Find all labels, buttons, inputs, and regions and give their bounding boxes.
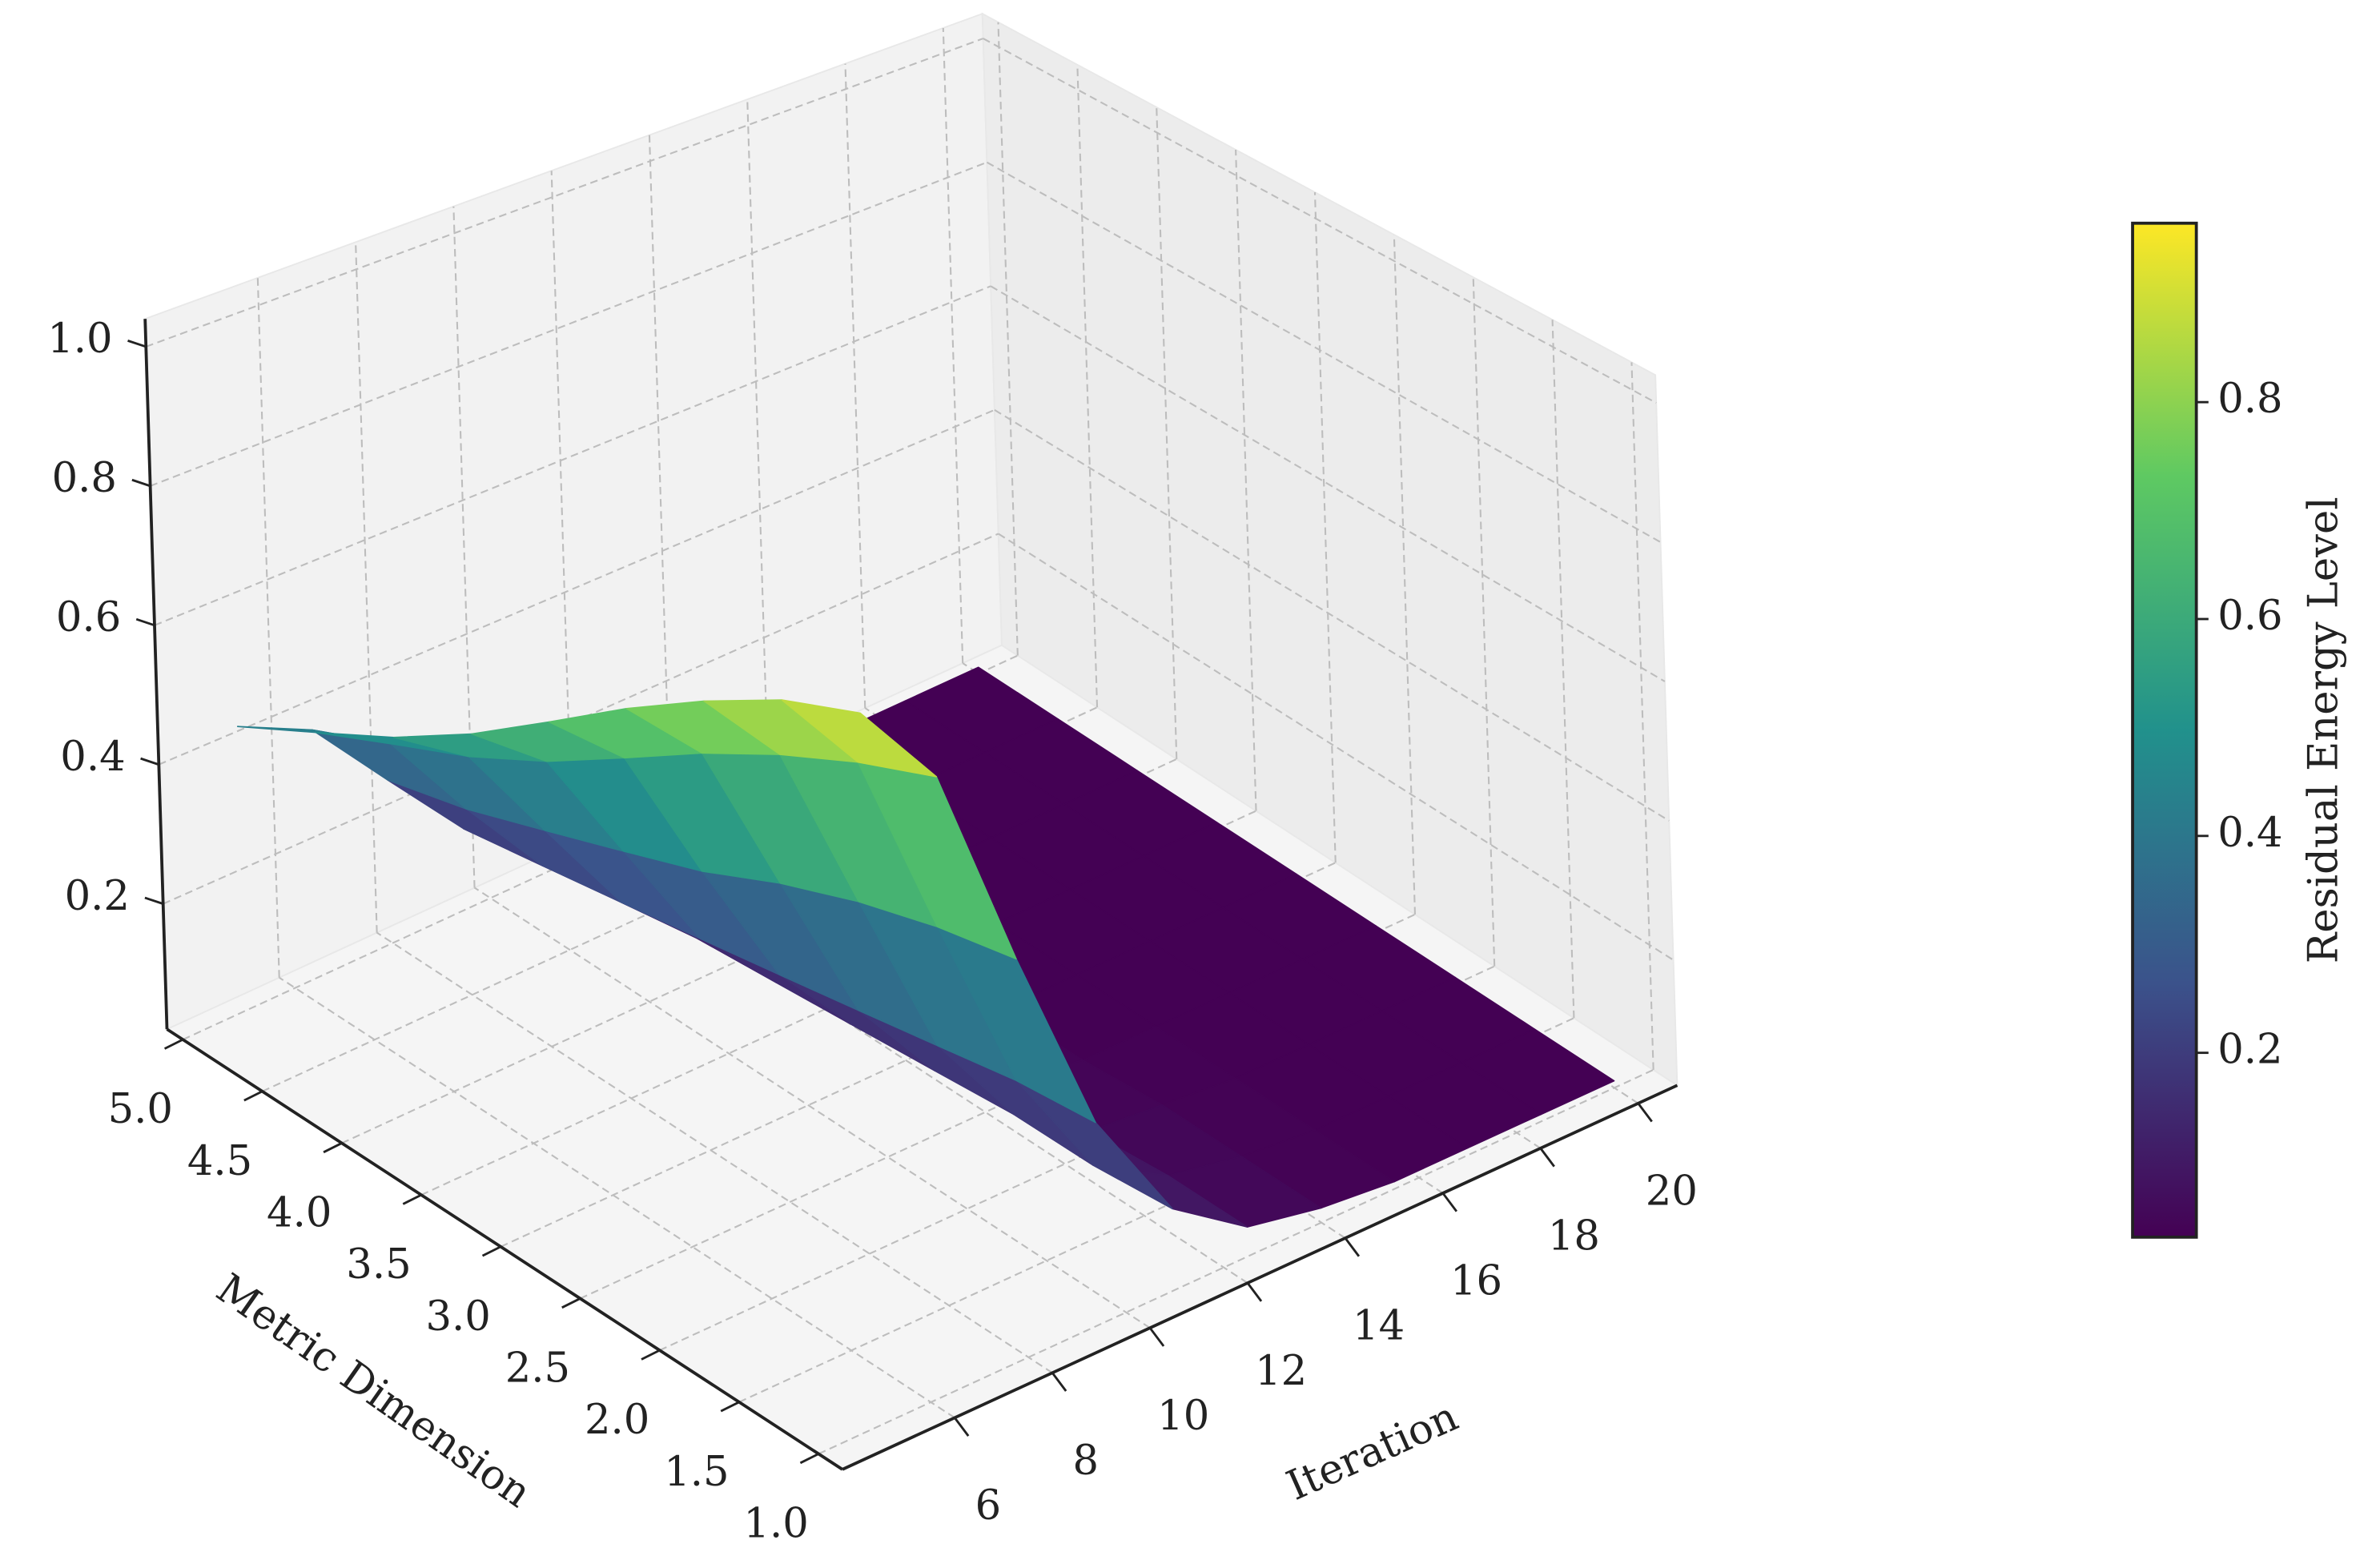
z-tick-label: 0.6 [56,594,121,641]
x-tick-label: 10 [1157,1393,1209,1440]
grid-line [1472,277,1496,967]
z-tick-label: 0.4 [60,734,125,781]
x-axis-label: Iteration [1280,1393,1465,1510]
y-tick [641,1349,661,1361]
grid-line [818,1068,1654,1455]
surface-cell [781,699,938,778]
grid-line [150,161,987,487]
x-tick [1051,1372,1067,1392]
z-tick [131,478,151,488]
grid-line [844,63,866,709]
grid-line [473,887,1151,1329]
x-tick [954,1417,970,1437]
y-tick-label: 4.0 [267,1189,332,1236]
y-tick [799,1453,819,1465]
y-tick-label: 4.5 [187,1138,252,1185]
z-tick-label: 0.2 [65,873,130,920]
y-tick [163,1038,183,1050]
z-tick [144,896,164,906]
grid-line [942,27,964,664]
x-tick [1148,1327,1165,1347]
y-tick [402,1193,422,1205]
z-tick-label: 0.8 [52,455,117,502]
y-tick [561,1297,581,1309]
axis-line [166,1027,843,1471]
grid-line [997,22,1019,656]
x-tick-label: 8 [1073,1437,1100,1485]
grid-line [1551,320,1575,1019]
grid-line [154,285,991,626]
grid-line [990,285,1666,682]
y-tick [481,1245,501,1257]
grid-line [355,242,378,933]
y-tick-label: 3.0 [426,1293,491,1341]
x-tick [1246,1282,1263,1302]
axis-line [842,1084,1678,1471]
y-tick [323,1142,343,1154]
x-tick [1637,1102,1653,1123]
x-tick [1441,1192,1457,1212]
x-tick [1344,1237,1361,1257]
y-tick-label: 5.0 [108,1086,173,1133]
y-tick [243,1090,263,1102]
grid-line [986,161,1662,543]
back-right-pane [981,12,1678,1088]
colorbar [2131,221,2198,1239]
x-tick [1539,1147,1555,1168]
grid-line [256,277,280,978]
grid-line [279,976,955,1419]
colorbar-tick-label: 0.6 [2217,593,2282,640]
grid-line [1393,235,1417,915]
colorbar-tick-label: 0.8 [2217,376,2282,423]
x-tick-label: 16 [1450,1258,1502,1305]
y-tick-label: 1.0 [743,1500,808,1547]
y-tick-label: 3.5 [346,1241,411,1289]
x-tick-label: 14 [1353,1303,1405,1350]
axis-line [143,319,169,1030]
colorbar-label: Residual Energy Level [2301,497,2348,963]
grid-line [158,408,995,766]
z-tick [127,339,147,348]
grid-line [648,135,671,798]
x-tick-label: 20 [1646,1168,1698,1215]
grid-line [145,38,984,348]
grid-line [1076,64,1099,708]
grid-line [994,409,1670,822]
x-tick-label: 6 [975,1482,1002,1530]
x-tick-label: 18 [1548,1213,1600,1260]
colorbar-tick-label: 0.2 [2217,1027,2282,1074]
grid-line [1235,149,1257,811]
y-tick-label: 2.0 [585,1397,649,1444]
z-tick [135,617,155,627]
x-tick-label: 12 [1255,1348,1307,1395]
y-tick-label: 2.5 [505,1345,570,1392]
z-tick [140,757,159,766]
grid-line [1630,362,1654,1070]
colorbar-tick-label: 0.4 [2217,810,2282,857]
y-tick-label: 1.5 [664,1449,729,1496]
z-tick-label: 1.0 [47,316,112,363]
y-tick [720,1401,740,1413]
grid-line [983,38,1657,404]
grid-line [376,931,1053,1374]
grid-line [1313,192,1337,863]
